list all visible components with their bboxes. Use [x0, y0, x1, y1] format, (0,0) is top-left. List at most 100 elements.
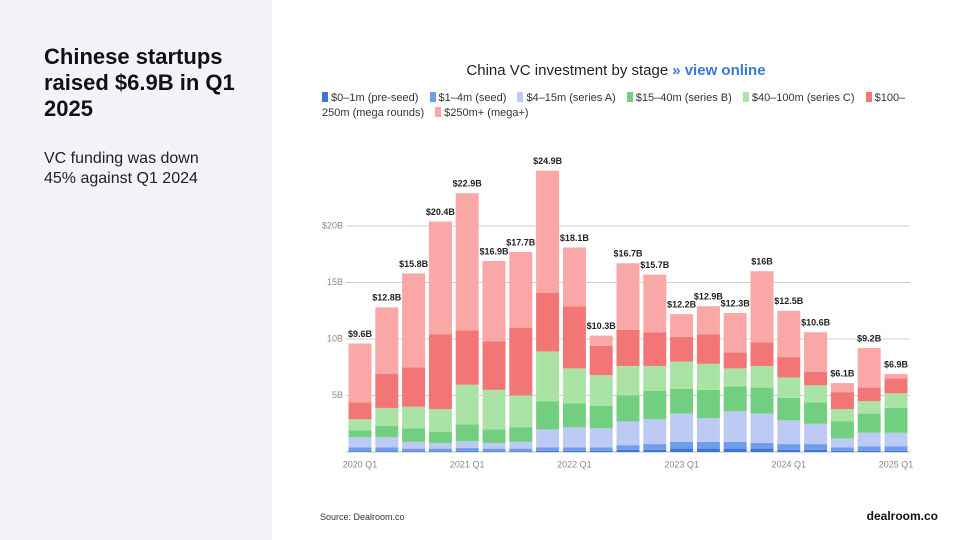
bar-segment — [723, 441, 747, 449]
bar-segment — [670, 441, 694, 449]
bar-segment — [857, 450, 881, 452]
bar-segment — [348, 451, 372, 452]
bar-segment — [589, 447, 613, 451]
bar-segment — [750, 271, 774, 343]
bar-segment — [589, 450, 613, 452]
bar-segment — [375, 451, 399, 452]
total-label: $16.9B — [479, 246, 509, 256]
bar-segment — [643, 449, 667, 452]
x-tick-label: 2023 Q1 — [664, 459, 699, 469]
total-label: $6.9B — [884, 359, 909, 369]
bar-segment — [428, 448, 452, 452]
bar-segment — [509, 327, 533, 396]
legend-swatch — [517, 92, 524, 102]
headline: Chinese startups raised $6.9B in Q1 2025 — [44, 44, 235, 121]
bar-segment — [723, 386, 747, 412]
bar-segment — [455, 451, 479, 452]
bar-segment — [536, 401, 560, 430]
bar-segment — [857, 446, 881, 451]
legend-label: $0–1m (pre-seed) — [331, 92, 419, 104]
bar-segment — [696, 441, 720, 449]
total-label: $12.3B — [721, 298, 751, 308]
bar-segment — [482, 341, 506, 390]
x-tick-label: 2024 Q1 — [772, 459, 807, 469]
total-label: $9.6B — [348, 329, 373, 339]
bar-segment — [696, 363, 720, 390]
bar-segment — [616, 421, 640, 446]
x-tick-label: 2022 Q1 — [557, 459, 592, 469]
bar-segment — [482, 429, 506, 443]
total-label: $9.2B — [857, 333, 882, 343]
legend-swatch — [322, 92, 328, 102]
legend-item: $250m+ (mega+) — [435, 107, 529, 119]
bar-segment — [804, 385, 828, 403]
bar-segment — [723, 368, 747, 387]
x-tick-label: 2025 Q1 — [879, 459, 914, 469]
bar-segment — [777, 444, 801, 450]
bar-segment — [830, 447, 854, 451]
total-label: $12.2B — [667, 300, 697, 310]
bar-segment — [884, 432, 908, 447]
bar-segment — [643, 274, 667, 333]
bar-segment — [804, 423, 828, 445]
bar-segment — [670, 361, 694, 389]
bar-segment — [509, 395, 533, 428]
bar-segment — [348, 402, 372, 420]
bar-segment — [777, 449, 801, 452]
bar-segment — [375, 447, 399, 452]
bar-segment — [696, 418, 720, 442]
bar-segment — [589, 428, 613, 448]
bar-segment — [536, 292, 560, 352]
bar-segment — [696, 306, 720, 335]
total-label: $10.3B — [587, 321, 617, 331]
legend-label: $15–40m (series B) — [635, 92, 732, 104]
bar-segment — [348, 419, 372, 431]
bar-segment — [723, 411, 747, 442]
bar-segment — [750, 366, 774, 388]
bar-segment — [616, 395, 640, 422]
bar-segment — [562, 247, 586, 307]
bar-segment — [402, 441, 426, 449]
bar-segment — [455, 384, 479, 425]
chart-title: China VC investment by stage — [466, 62, 669, 79]
legend-item: $100–250m (mega rounds) — [322, 92, 905, 119]
bar-segment — [777, 420, 801, 445]
bar-segment — [616, 329, 640, 367]
y-tick-label: $20B — [322, 220, 343, 230]
total-label: $12.5B — [774, 296, 804, 306]
bar-segment — [455, 441, 479, 449]
bar-segment — [857, 387, 881, 402]
bar-segment — [562, 427, 586, 448]
bar-segment — [830, 450, 854, 452]
bar-segment — [804, 371, 828, 386]
bar-segment — [536, 429, 560, 448]
legend: $0–1m (pre-seed) $1–4m (seed) $4–15m (se… — [322, 91, 922, 121]
bar-segment — [428, 409, 452, 432]
total-label: $22.9B — [453, 179, 483, 189]
bar-segment — [348, 430, 372, 438]
total-label: $12.9B — [694, 292, 724, 302]
bar-segment — [562, 368, 586, 404]
legend-swatch — [435, 107, 442, 117]
bar-segment — [857, 413, 881, 433]
bar-segment — [830, 438, 854, 448]
bar-segment — [830, 421, 854, 439]
bar-segment — [589, 345, 613, 376]
bar-segment — [428, 431, 452, 443]
view-online-link[interactable]: » view online — [672, 62, 766, 79]
y-tick-label: 10B — [327, 333, 343, 343]
bar-segment — [482, 261, 506, 342]
bar-segment — [375, 407, 399, 427]
legend-item: $1–4m (seed) — [429, 92, 506, 104]
total-label: $17.7B — [506, 237, 536, 247]
bar-segment — [348, 343, 372, 403]
bar-segment — [804, 444, 828, 450]
legend-swatch — [429, 92, 436, 102]
legend-label: $40–100m (series C) — [751, 92, 855, 104]
bar-segment — [750, 387, 774, 414]
bar-segment — [723, 352, 747, 369]
bar-segment — [777, 377, 801, 398]
bar-segment — [455, 330, 479, 385]
y-tick-label: 15B — [327, 277, 343, 287]
legend-swatch — [742, 92, 749, 102]
